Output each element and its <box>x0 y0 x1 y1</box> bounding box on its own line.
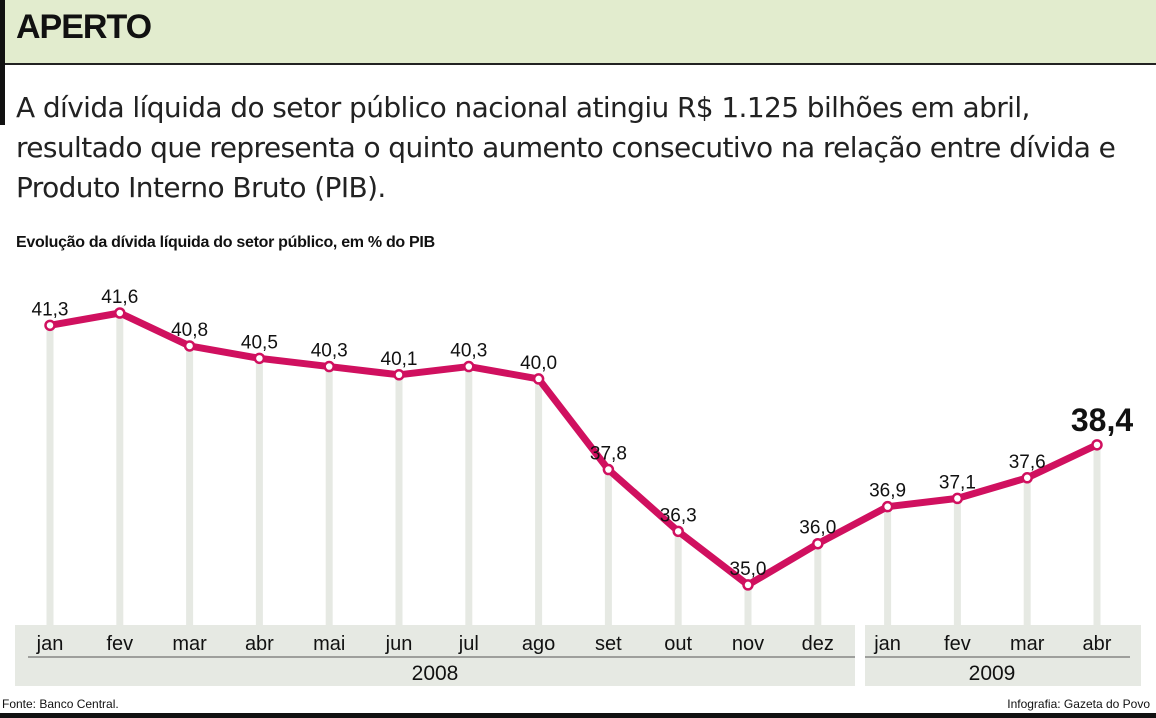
line-chart: 41,3 41,6 40,8 40,5 40,3 40,1 40,3 40,0 37,8 36,3… <box>15 287 1141 686</box>
page-title: APERTO <box>16 8 152 46</box>
data-label: 41,6 <box>101 287 138 308</box>
data-label: 36,9 <box>869 481 906 502</box>
data-label: 38,4 <box>1071 402 1133 438</box>
x-tick-label: out <box>664 633 692 655</box>
data-label: 35,0 <box>730 559 767 580</box>
data-point <box>532 373 545 385</box>
x-tick-label: jul <box>458 633 479 655</box>
x-tick-label: fev <box>944 633 971 655</box>
credit-note: Infografia: Gazeta do Povo <box>1007 697 1150 711</box>
data-point <box>463 360 475 373</box>
data-point <box>742 579 754 591</box>
data-label: 41,3 <box>32 299 69 320</box>
data-point <box>812 537 824 550</box>
chart-title: Evolução da dívida líquida do setor públ… <box>16 234 435 251</box>
source-note: Fonte: Banco Central. <box>2 697 119 711</box>
x-tick-label: nov <box>732 633 764 655</box>
year-label-2009: 2009 <box>969 662 1016 685</box>
data-point <box>1021 472 1033 484</box>
data-label: 40,0 <box>520 353 557 374</box>
data-point <box>44 319 56 332</box>
data-point <box>1091 439 1103 451</box>
x-tick-label: mar <box>1010 633 1045 655</box>
data-label: 37,1 <box>939 472 976 493</box>
series-line <box>49 309 1099 589</box>
x-tick-label: abr <box>245 633 274 655</box>
x-tick-label: mai <box>313 633 345 655</box>
x-tick-label: abr <box>1083 633 1112 655</box>
data-point <box>183 340 196 352</box>
data-point <box>602 463 615 476</box>
data-point <box>881 500 894 513</box>
x-tick-label: dez <box>802 633 834 655</box>
header-band <box>0 0 1156 65</box>
data-point <box>253 352 266 365</box>
x-tick-label: ago <box>522 633 555 655</box>
data-label: 37,8 <box>590 444 627 465</box>
data-point <box>672 525 684 538</box>
axis-band-2008 <box>15 625 855 686</box>
data-label: 40,5 <box>241 332 278 353</box>
x-tick-label: mar <box>172 633 207 655</box>
x-tick-label: jan <box>873 633 901 655</box>
data-point <box>951 492 964 505</box>
data-point <box>323 360 335 373</box>
left-accent-bar <box>0 0 5 125</box>
x-tick-label: jun <box>385 633 413 655</box>
data-label: 40,3 <box>311 341 348 362</box>
x-tick-label: fev <box>106 633 133 655</box>
data-point <box>114 307 126 319</box>
year-label-2008: 2008 <box>412 662 459 685</box>
axis-band-2009 <box>865 625 1141 686</box>
data-label: 40,3 <box>450 341 487 362</box>
data-point <box>393 369 405 381</box>
data-label: 36,3 <box>660 505 697 526</box>
data-label: 36,0 <box>799 518 836 539</box>
data-label: 40,1 <box>381 349 418 370</box>
x-tick-label: jan <box>36 633 64 655</box>
footer-rule <box>0 713 1156 718</box>
data-label: 37,6 <box>1009 452 1046 473</box>
intro-text: A dívida líquida do setor público nacion… <box>16 91 1116 204</box>
x-tick-label: set <box>595 633 622 655</box>
data-label: 40,8 <box>171 320 208 341</box>
